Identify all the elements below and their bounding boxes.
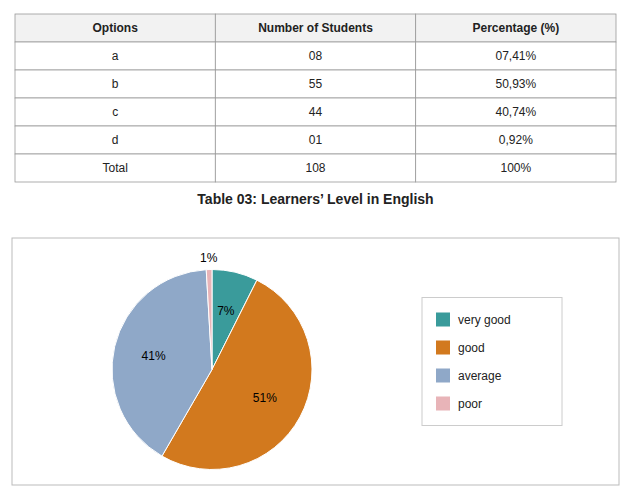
legend-swatch <box>436 341 450 355</box>
table-text: 55 <box>309 77 323 91</box>
legend: very good good average poor <box>422 298 562 426</box>
table-text: 40,74% <box>495 105 536 119</box>
table-cell <box>15 42 215 70</box>
legend-label: poor <box>458 397 482 411</box>
table-cell <box>416 126 616 154</box>
table-cell <box>416 70 616 98</box>
table-cell <box>416 154 616 182</box>
chart-svg: Options Number of Students Percentage (%) a… <box>0 0 631 493</box>
table-cell <box>215 42 415 70</box>
table-header: Options <box>93 21 139 35</box>
table-text: 01 <box>309 133 323 147</box>
pie-slice <box>206 270 212 370</box>
table-header: Percentage (%) <box>472 21 559 35</box>
table: Options Number of Students Percentage (%) a… <box>15 14 616 182</box>
legend-swatch <box>436 397 450 411</box>
table-text: 08 <box>309 49 323 63</box>
table-cell <box>215 98 415 126</box>
data-label: 51% <box>253 391 277 405</box>
table-cell <box>416 42 616 70</box>
pie: 7% 51% 41% 1% <box>112 251 312 470</box>
table-cell <box>15 98 215 126</box>
table-text: 100% <box>500 161 531 175</box>
table-header-cell <box>215 14 415 42</box>
pie-slice <box>112 270 212 456</box>
legend-frame <box>422 298 562 426</box>
table-cell <box>15 154 215 182</box>
table-cell <box>215 70 415 98</box>
legend-swatch <box>436 313 450 327</box>
table-text: 0,92% <box>499 133 533 147</box>
legend-label: good <box>458 341 485 355</box>
data-label: 7% <box>217 304 235 318</box>
table-cell <box>15 70 215 98</box>
table-title: Table 03: Learners’ Level in English <box>197 191 433 207</box>
data-label: 41% <box>142 349 166 363</box>
table-text: a <box>112 49 119 63</box>
table-text: b <box>112 77 119 91</box>
data-label: 1% <box>200 251 218 265</box>
pie-frame <box>12 238 619 485</box>
table-header: Number of Students <box>258 21 373 35</box>
table-cell <box>15 126 215 154</box>
table-text: d <box>112 133 119 147</box>
table-cell <box>416 98 616 126</box>
legend-swatch <box>436 369 450 383</box>
table-header-cell <box>15 14 215 42</box>
table-text: c <box>112 105 118 119</box>
table-text: 07,41% <box>495 49 536 63</box>
legend-label: very good <box>458 313 511 327</box>
table-text: 50,93% <box>495 77 536 91</box>
table-text: Total <box>102 161 127 175</box>
table-cell <box>215 126 415 154</box>
table-cell <box>215 154 415 182</box>
table-text: 44 <box>309 105 323 119</box>
table-header-cell <box>416 14 616 42</box>
table-text: 108 <box>305 161 325 175</box>
legend-label: average <box>458 369 502 383</box>
